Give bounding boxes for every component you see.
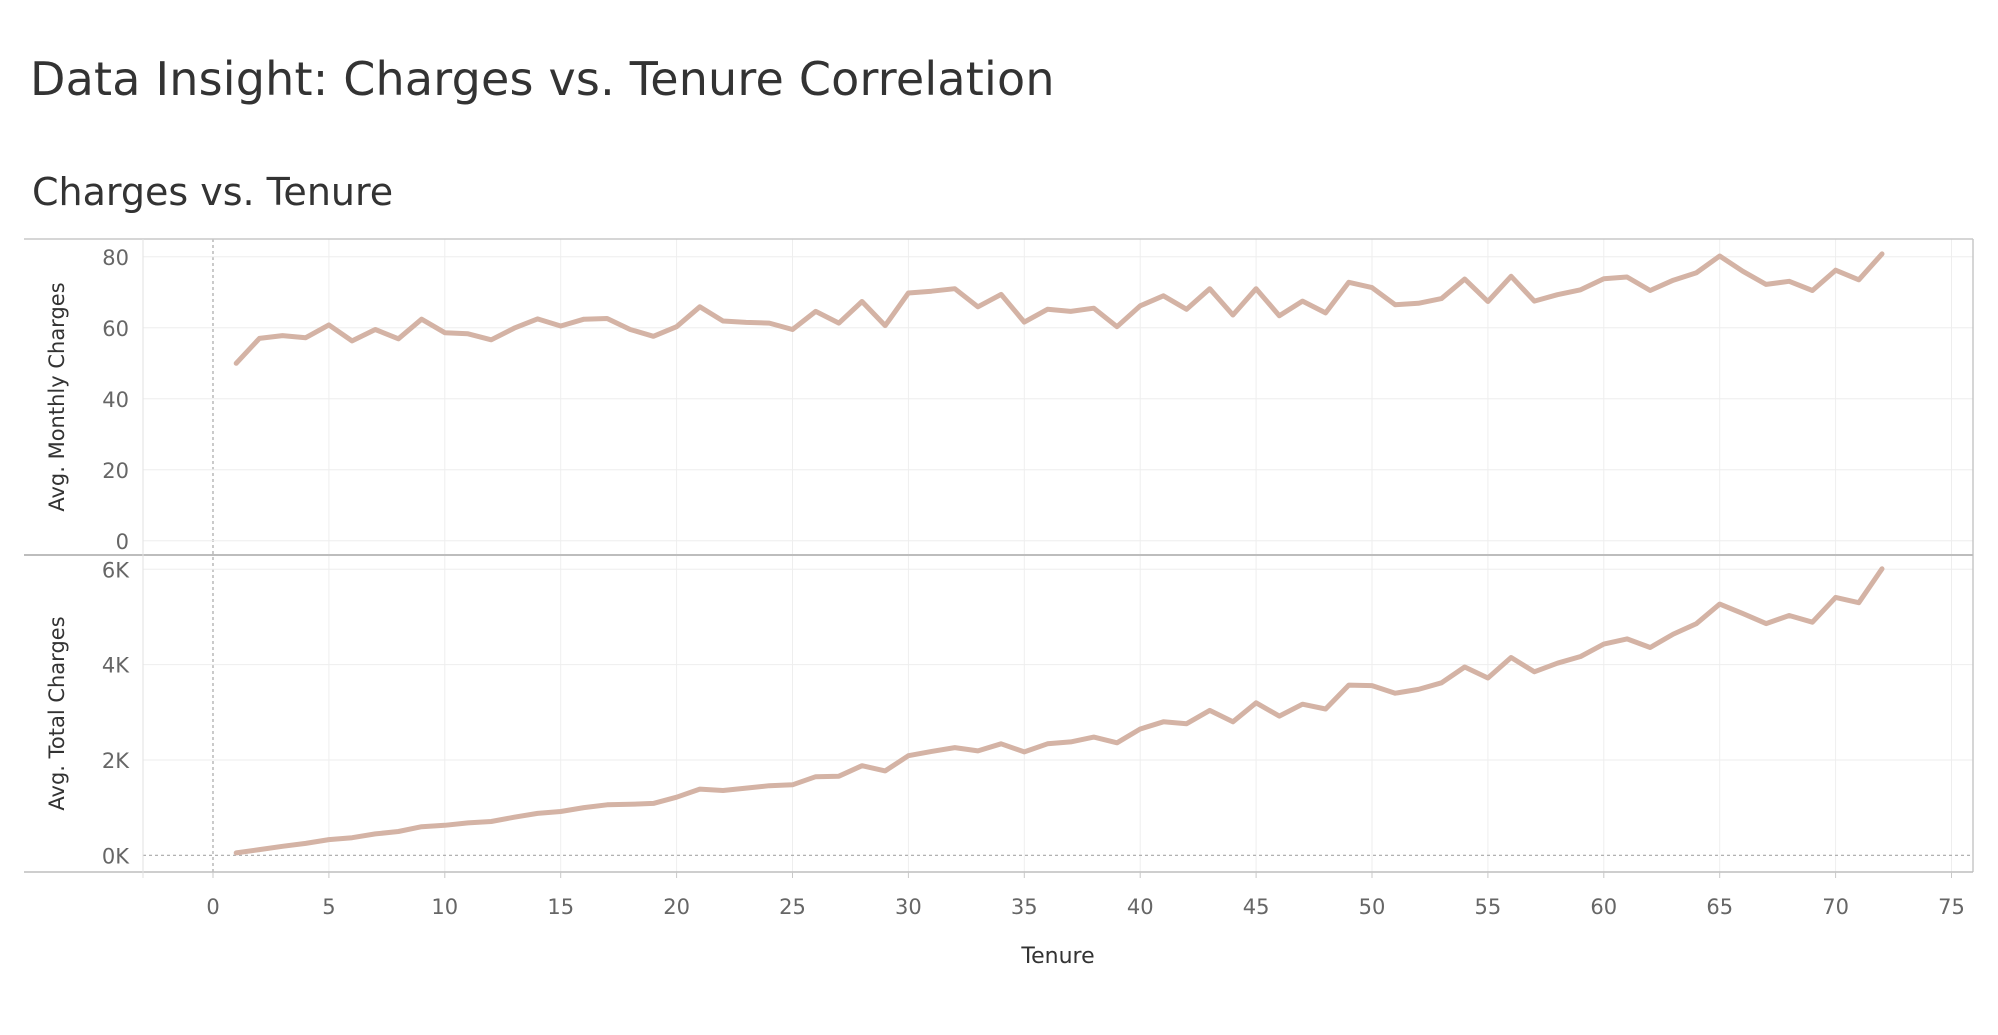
x-tick-label: 70 <box>1822 895 1849 919</box>
y-tick-label: 4K <box>102 654 130 678</box>
x-tick-label: 65 <box>1706 895 1733 919</box>
y-tick-label: 60 <box>102 317 129 341</box>
y-tick-label: 6K <box>102 558 130 582</box>
x-tick-label: 0 <box>206 895 219 919</box>
y-tick-label: 20 <box>102 459 129 483</box>
series-layer <box>233 251 1885 856</box>
dashboard-title: Data Insight: Charges vs. Tenure Correla… <box>30 52 1055 106</box>
series-line-avg-total-charges <box>233 566 1885 856</box>
x-tick-label: 50 <box>1359 895 1386 919</box>
series-line-avg-monthly-charges <box>233 251 1885 366</box>
x-tick-label: 20 <box>663 895 690 919</box>
x-tick-label: 55 <box>1475 895 1502 919</box>
x-tick-label: 15 <box>547 895 574 919</box>
y-tick-label: 80 <box>102 246 129 270</box>
x-axis-title: Tenure <box>1020 944 1094 969</box>
x-tick-label: 5 <box>322 895 335 919</box>
y-tick-label: 0 <box>116 530 129 554</box>
x-tick-label: 75 <box>1938 895 1965 919</box>
chart-title: Charges vs. Tenure <box>32 170 394 214</box>
y-tick-label: 0K <box>102 844 130 868</box>
y-axis-title: Avg. Monthly Charges <box>45 282 69 511</box>
chart-frame <box>24 238 1974 878</box>
x-tick-label: 30 <box>895 895 922 919</box>
x-tick-label: 40 <box>1127 895 1154 919</box>
x-tick-label: 25 <box>779 895 806 919</box>
x-tick-label: 35 <box>1011 895 1038 919</box>
y-tick-label: 2K <box>102 749 130 773</box>
x-tick-label: 45 <box>1243 895 1270 919</box>
y-axis-title: Avg. Total Charges <box>45 616 69 810</box>
x-tick-label: 60 <box>1590 895 1617 919</box>
axis-layer: 0 20 40 60 80 Avg. Monthly Charges 0K 2K 4K 6K Avg… <box>45 246 1965 969</box>
y-tick-label: 40 <box>102 388 129 412</box>
x-tick-label: 10 <box>431 895 458 919</box>
